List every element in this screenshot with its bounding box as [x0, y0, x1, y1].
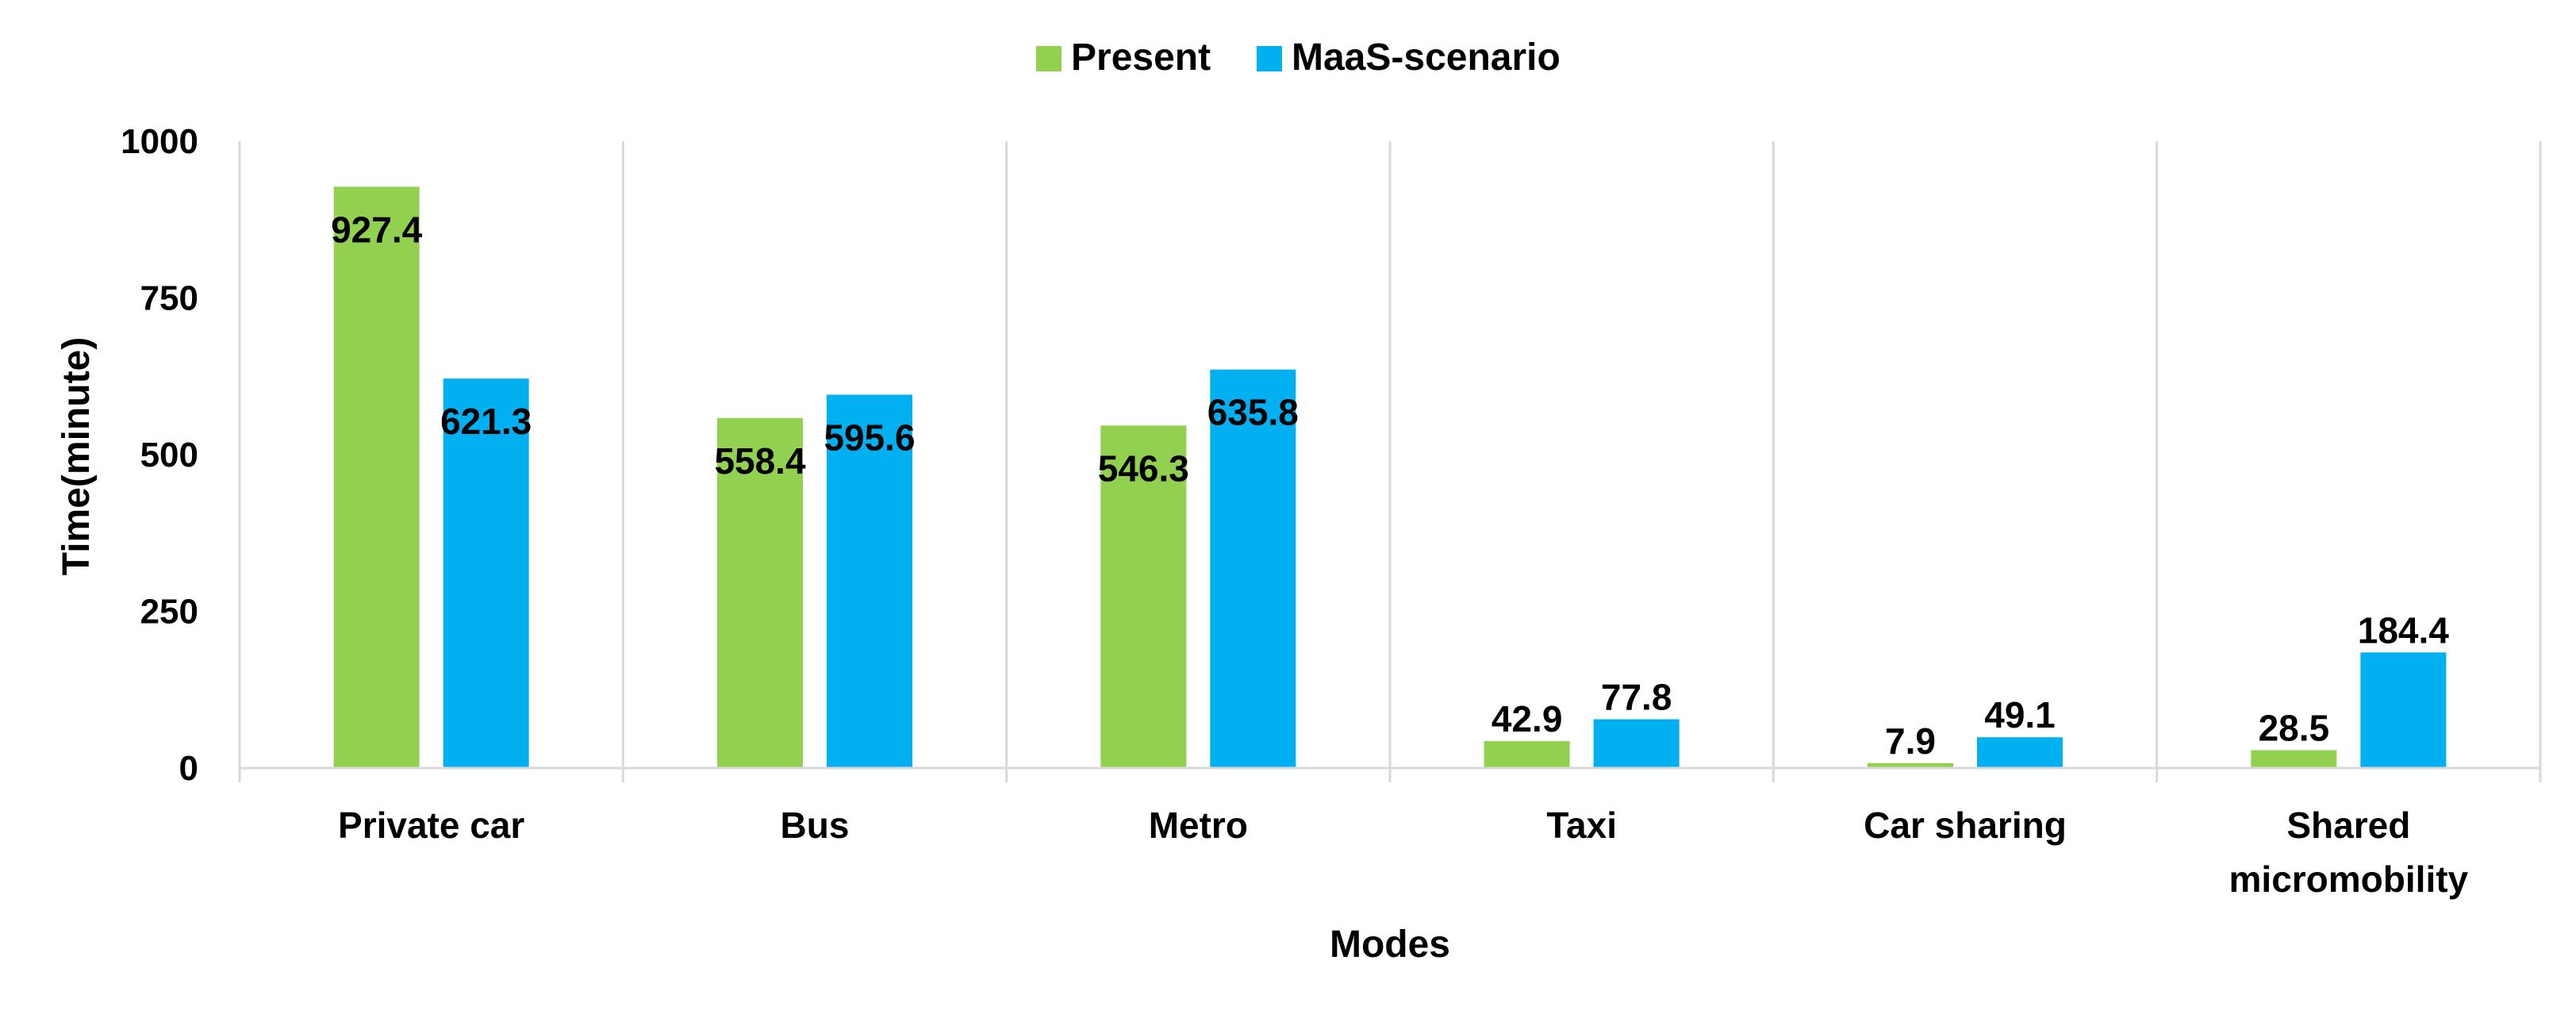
bar-maas-scenario: [1210, 369, 1296, 768]
data-label: 28.5: [2259, 707, 2330, 748]
bar-maas-scenario: [443, 378, 529, 768]
y-tick-label: 750: [140, 279, 198, 318]
legend-label: Present: [1071, 36, 1211, 79]
data-label: 546.3: [1098, 447, 1189, 489]
bars: [333, 186, 2447, 768]
data-label: 42.9: [1491, 698, 1563, 739]
data-label: 621.3: [440, 401, 532, 442]
data-label: 927.4: [331, 209, 423, 250]
bar-present: [1100, 425, 1187, 768]
bar-present: [1868, 762, 1953, 768]
y-axis-title: Time(minute): [56, 337, 98, 575]
bar-maas-scenario: [2360, 652, 2447, 768]
x-tick-label: Shared micromobility: [2229, 805, 2469, 900]
x-tick-label: Private car: [338, 805, 524, 846]
bar-maas-scenario: [1593, 719, 1680, 768]
data-labels: 927.4 558.4 546.3 42.9 7.9 28.5 621.3 595.6 635.…: [331, 209, 2449, 761]
y-tick-label: 250: [140, 593, 198, 632]
data-label: 77.8: [1601, 677, 1672, 718]
legend-swatch: [1036, 46, 1061, 71]
y-tick-label: 1000: [121, 122, 198, 161]
bar-maas-scenario: [827, 394, 912, 768]
data-label: 635.8: [1207, 392, 1299, 433]
bar-present: [717, 417, 803, 768]
data-label: 558.4: [714, 440, 806, 482]
y-tick-label: 500: [140, 436, 198, 474]
legend-swatch: [1257, 46, 1282, 71]
x-tick-label: Taxi: [1546, 805, 1617, 846]
data-label: 184.4: [2358, 609, 2450, 651]
bar-present: [2251, 750, 2337, 768]
bar-present: [1484, 741, 1570, 768]
legend-label: MaaS-scenario: [1292, 36, 1561, 79]
x-tick-label: Metro: [1149, 805, 1248, 846]
data-label: 49.1: [1984, 694, 2056, 736]
data-label: 595.6: [823, 417, 915, 458]
x-tick-label: Bus: [781, 805, 850, 846]
axes: 0 250 500 750 1000 Private car Bus Metro Taxi Car…: [121, 122, 2542, 900]
x-tick-label: Car sharing: [1864, 805, 2067, 846]
bar-maas-scenario: [1977, 737, 2063, 768]
grid-lines: [238, 141, 2542, 768]
legend: Present MaaS-scenario: [1036, 36, 1561, 79]
data-label: 7.9: [1885, 720, 1936, 762]
y-tick-label: 0: [179, 749, 198, 788]
bar-present: [333, 186, 420, 768]
x-axis-title: Modes: [1330, 924, 1450, 966]
